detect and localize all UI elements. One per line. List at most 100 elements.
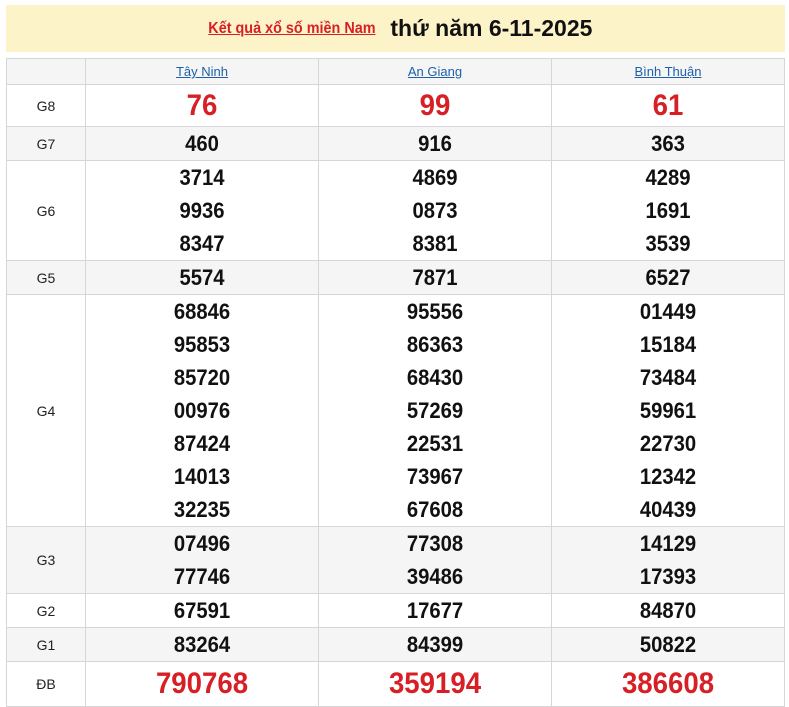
prize-number: 67591 <box>173 598 231 623</box>
prize-cell: 84399 <box>318 627 552 662</box>
prize-number: 5574 <box>179 265 225 290</box>
prize-number: 6527 <box>645 265 691 290</box>
prize-row: G6 3714 9936 8347 4869 0873 8381 4289 1691 3539 <box>6 160 785 261</box>
prize-number: 73484 <box>639 365 697 390</box>
prize-number: 4289 <box>645 165 691 190</box>
prize-label: G7 <box>6 126 86 161</box>
prize-cell: 17677 <box>318 593 552 628</box>
prize-number: 84399 <box>406 632 464 657</box>
prize-number: 68430 <box>406 365 464 390</box>
prize-number: 77746 <box>173 564 231 589</box>
prize-cell: 67591 <box>85 593 319 628</box>
prize-cell: 95556 86363 68430 57269 22531 73967 67608 <box>318 294 552 527</box>
prize-row: G1 83264 84399 50822 <box>6 627 785 662</box>
prize-number: 67608 <box>406 497 464 522</box>
prize-number: 9936 <box>179 198 225 223</box>
prize-number: 790768 <box>155 667 249 700</box>
prize-label: G4 <box>6 294 86 527</box>
prize-label: G3 <box>6 526 86 594</box>
prize-number: 40439 <box>639 497 697 522</box>
prize-cell: 14129 17393 <box>551 526 785 594</box>
empty-header-cell <box>6 58 86 85</box>
results-date: thứ năm 6-11-2025 <box>390 15 593 41</box>
prize-row: G4 68846 95853 85720 00976 87424 14013 32235 955… <box>6 294 785 527</box>
prize-number: 8381 <box>412 231 458 256</box>
province-link[interactable]: Tây Ninh <box>175 64 229 79</box>
prize-cell: 83264 <box>85 627 319 662</box>
prize-number: 00976 <box>173 398 231 423</box>
prize-number: 39486 <box>406 564 464 589</box>
prize-cell: 76 <box>85 84 319 127</box>
prize-number: 7871 <box>412 265 458 290</box>
prize-cell: 460 <box>85 126 319 161</box>
prize-number: 14129 <box>639 531 697 556</box>
prize-number: 77308 <box>406 531 464 556</box>
prize-number: 73967 <box>406 464 464 489</box>
prize-cell: 790768 <box>85 661 319 707</box>
prize-number: 460 <box>185 131 219 156</box>
prize-cell: 01449 15184 73484 59961 22730 12342 40439 <box>551 294 785 527</box>
prize-cell: 84870 <box>551 593 785 628</box>
results-header: Kết quả xổ số miền Nam thứ năm 6-11-2025 <box>6 5 785 52</box>
prize-row: G3 07496 77746 77308 39486 14129 17393 <box>6 526 785 594</box>
prize-row: G8 76 99 61 <box>6 84 785 127</box>
prize-number: 83264 <box>173 632 231 657</box>
prize-number: 1691 <box>645 198 691 223</box>
prize-label: G2 <box>6 593 86 628</box>
prize-cell: 6527 <box>551 260 785 295</box>
prize-row: G7 460 916 363 <box>6 126 785 161</box>
results-table: Tây Ninh An Giang Bình Thuận G8 76 99 61 G7 4… <box>6 58 785 707</box>
prize-number: 50822 <box>639 632 697 657</box>
prize-number: 916 <box>418 131 452 156</box>
prize-cell: 5574 <box>85 260 319 295</box>
prize-cell: 50822 <box>551 627 785 662</box>
prize-cell: 07496 77746 <box>85 526 319 594</box>
prize-cell: 359194 <box>318 661 552 707</box>
prize-number: 68846 <box>173 299 231 324</box>
prize-number: 386608 <box>621 667 715 700</box>
prize-number: 15184 <box>639 332 697 357</box>
province-link[interactable]: Bình Thuận <box>634 64 702 79</box>
prize-cell: 916 <box>318 126 552 161</box>
prize-number: 57269 <box>406 398 464 423</box>
province-header: Tây Ninh <box>85 58 319 85</box>
prize-cell: 68846 95853 85720 00976 87424 14013 32235 <box>85 294 319 527</box>
results-title-link[interactable]: Kết quả xổ số miền Nam <box>207 19 376 37</box>
province-header: An Giang <box>318 58 552 85</box>
prize-cell: 363 <box>551 126 785 161</box>
prize-number: 22531 <box>406 431 464 456</box>
prize-cell: 7871 <box>318 260 552 295</box>
prize-number: 8347 <box>179 231 225 256</box>
prize-cell: 99 <box>318 84 552 127</box>
prize-number: 59961 <box>639 398 697 423</box>
prize-number: 32235 <box>173 497 231 522</box>
prize-label: G1 <box>6 627 86 662</box>
prize-number: 76 <box>186 89 218 122</box>
prize-number: 14013 <box>173 464 231 489</box>
prize-cell: 4869 0873 8381 <box>318 160 552 261</box>
province-link[interactable]: An Giang <box>407 64 463 79</box>
prize-number: 99 <box>419 89 451 122</box>
prize-cell: 386608 <box>551 661 785 707</box>
prize-number: 3714 <box>179 165 225 190</box>
prize-number: 3539 <box>645 231 691 256</box>
prize-cell: 4289 1691 3539 <box>551 160 785 261</box>
prize-cell: 3714 9936 8347 <box>85 160 319 261</box>
prize-label: G6 <box>6 160 86 261</box>
prize-number: 17677 <box>406 598 464 623</box>
prize-label: ĐB <box>6 661 86 707</box>
prize-number: 0873 <box>412 198 458 223</box>
prize-number: 84870 <box>639 598 697 623</box>
prize-label: G5 <box>6 260 86 295</box>
province-header-row: Tây Ninh An Giang Bình Thuận <box>6 58 785 85</box>
prize-number: 61 <box>652 89 684 122</box>
prize-number: 363 <box>651 131 685 156</box>
prize-number: 17393 <box>639 564 697 589</box>
prize-number: 87424 <box>173 431 231 456</box>
prize-number: 12342 <box>639 464 697 489</box>
prize-row: ĐB 790768 359194 386608 <box>6 661 785 707</box>
prize-number: 07496 <box>173 531 231 556</box>
prize-number: 85720 <box>173 365 231 390</box>
prize-number: 01449 <box>639 299 697 324</box>
prize-row: G2 67591 17677 84870 <box>6 593 785 628</box>
